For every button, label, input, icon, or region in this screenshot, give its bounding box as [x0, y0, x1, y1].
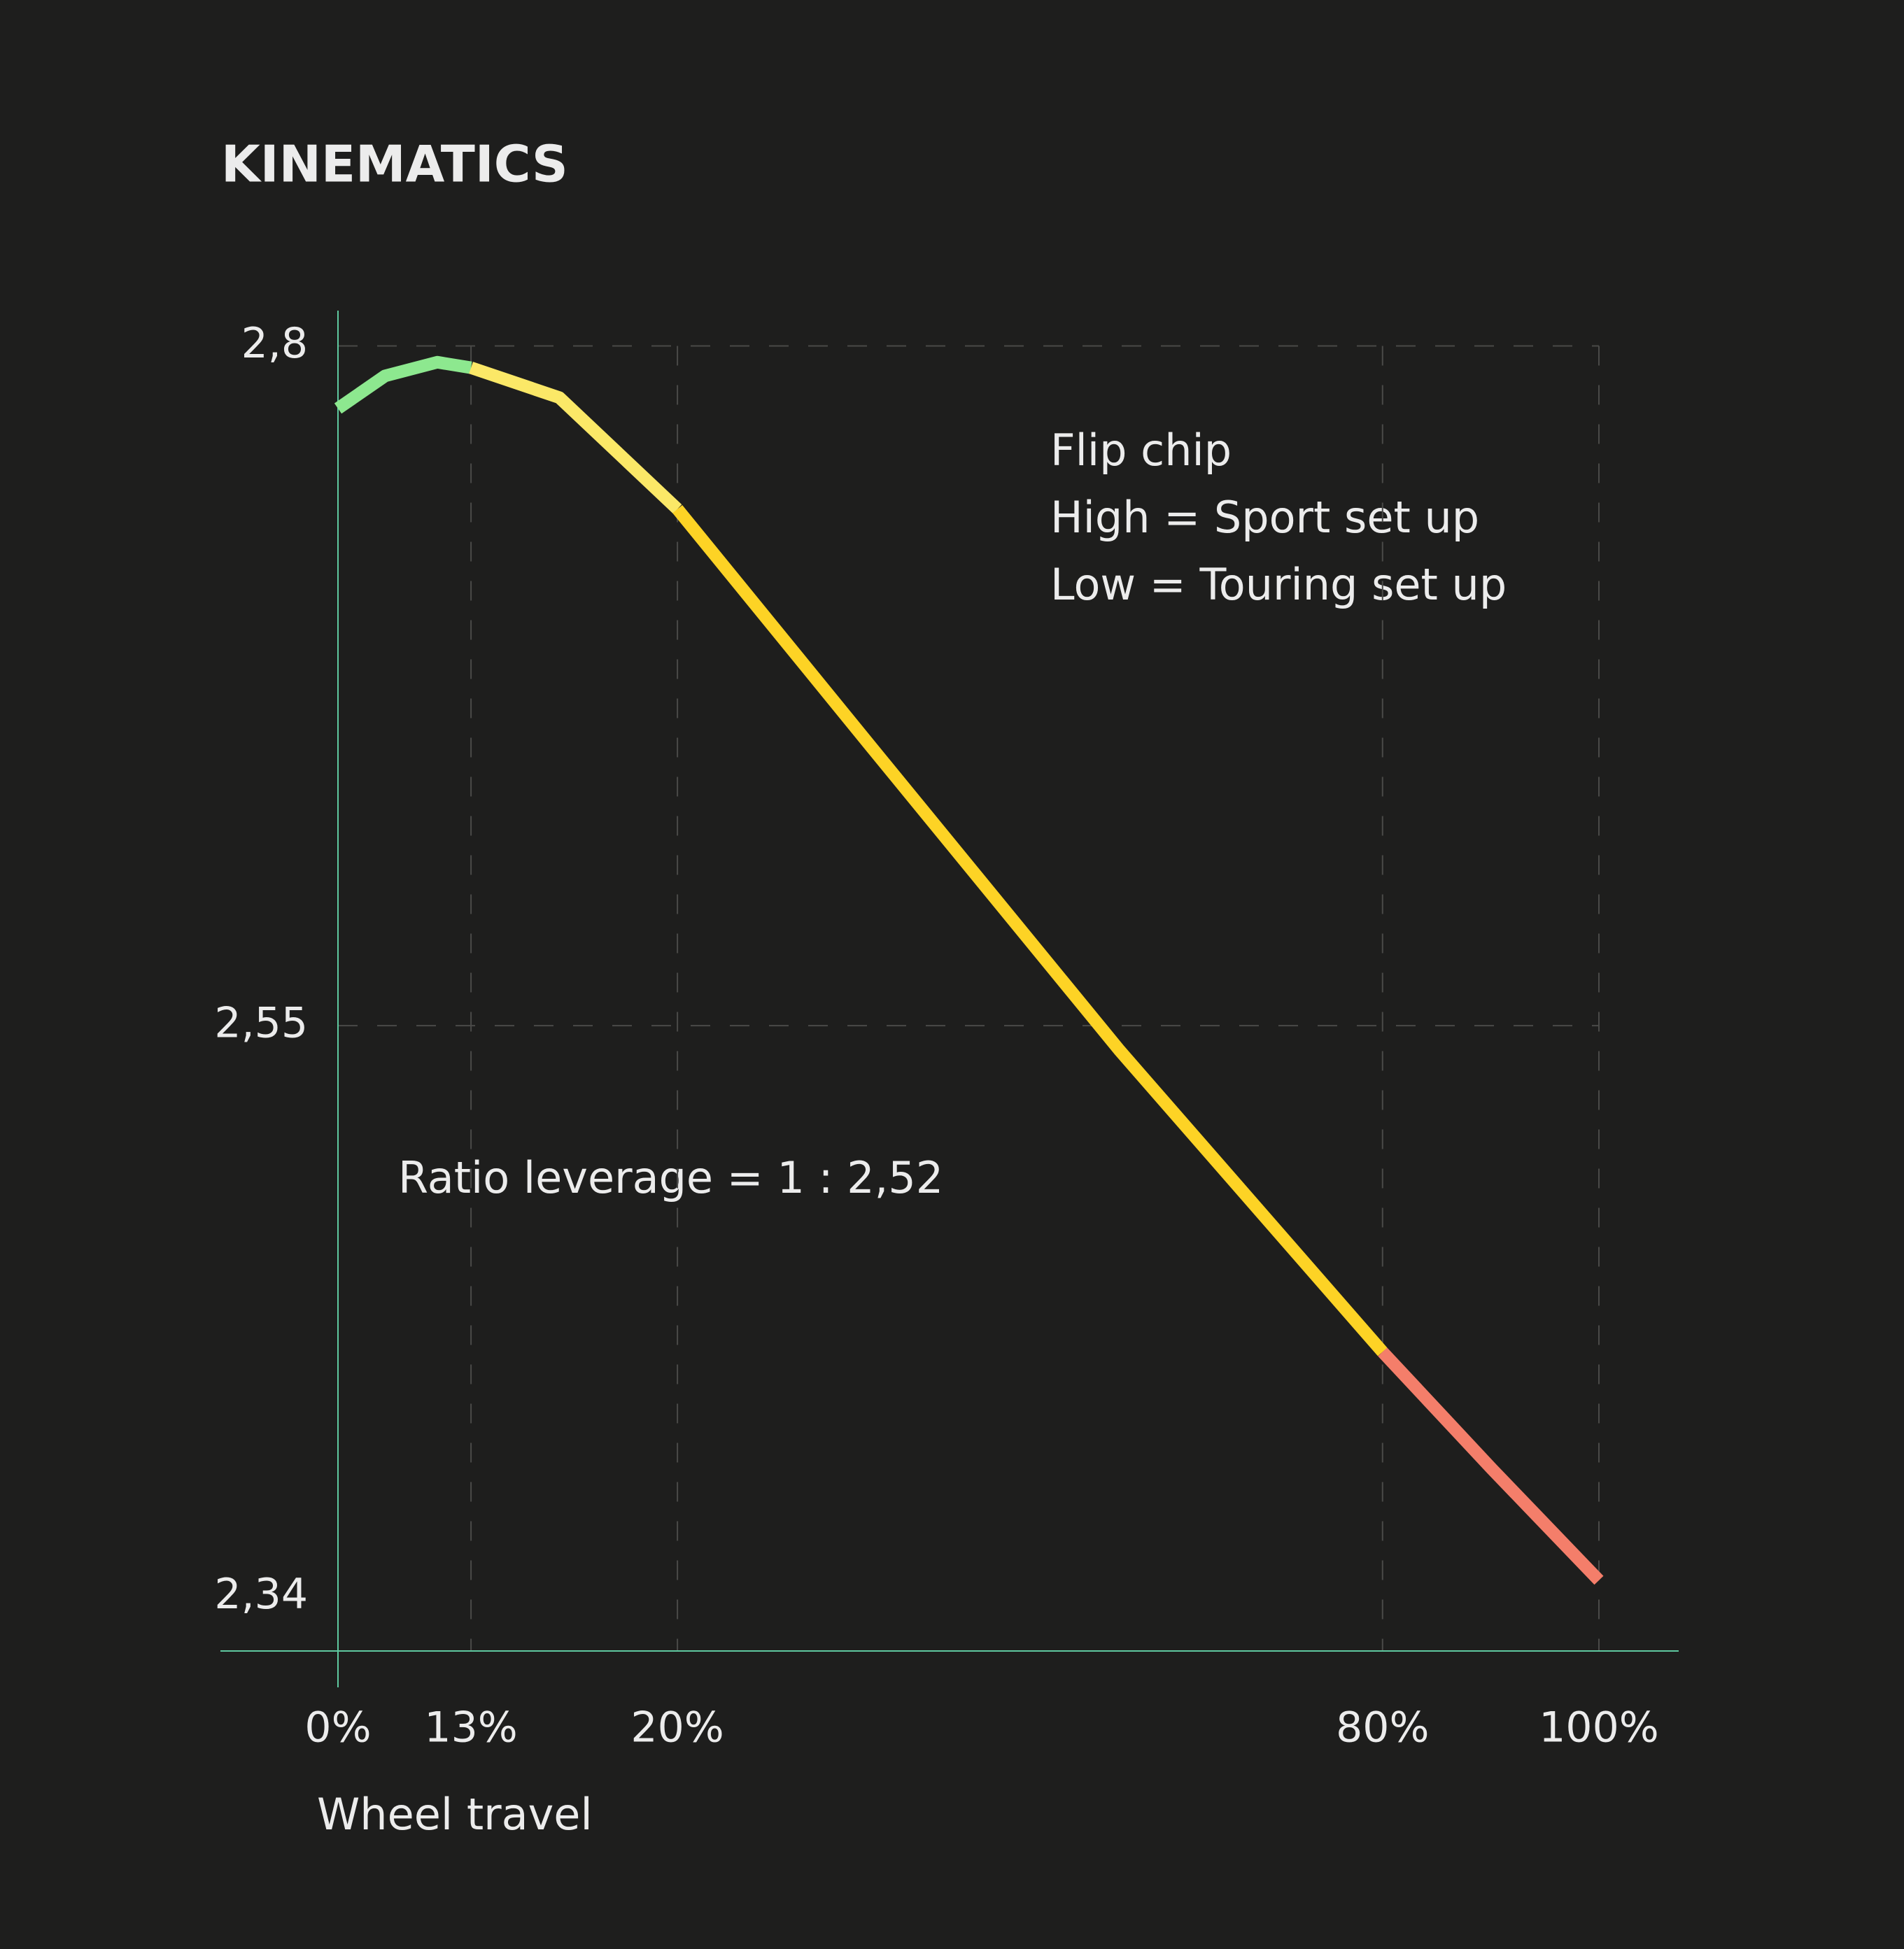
x-axis-label: Wheel travel — [317, 1789, 593, 1840]
x-tick-label: 0% — [304, 1703, 371, 1752]
line-series — [334, 355, 472, 414]
x-tick-label: 100% — [1539, 1703, 1659, 1752]
y-tick-label: 2,55 — [214, 999, 308, 1048]
annotation: High = Sport set up — [1050, 492, 1479, 543]
line-series — [1378, 1347, 1604, 1585]
x-tick-label: 20% — [630, 1703, 724, 1752]
annotation: Ratio leverage = 1 : 2,52 — [398, 1152, 943, 1203]
x-tick-label: 80% — [1336, 1703, 1429, 1752]
line-series — [469, 362, 682, 514]
annotation: Flip chip — [1050, 425, 1232, 476]
x-tick-label: 13% — [424, 1703, 517, 1752]
y-tick-label: 2,8 — [241, 319, 308, 368]
annotation: Low = Touring set up — [1050, 559, 1507, 610]
chart-title: KINEMATICS — [221, 135, 568, 194]
line-series — [672, 505, 1388, 1356]
y-tick-label: 2,34 — [214, 1570, 308, 1619]
